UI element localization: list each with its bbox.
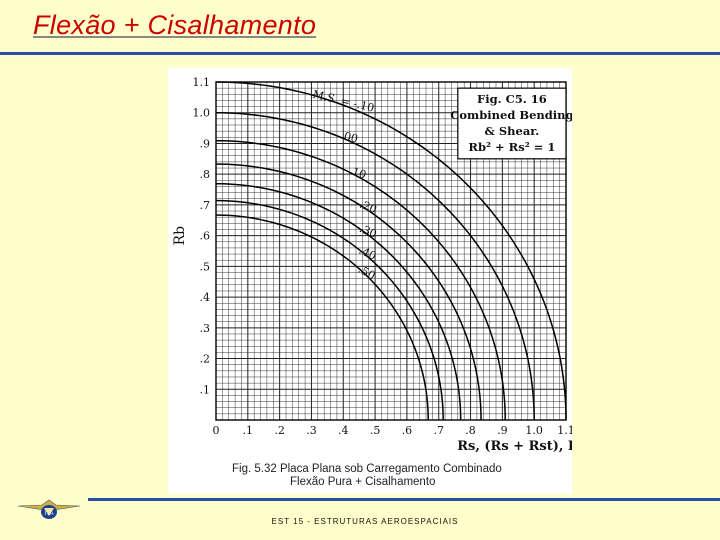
x-tick-label: .5 (370, 424, 381, 437)
y-tick-label: .1 (200, 383, 211, 396)
y-tick-label: .2 (200, 353, 211, 366)
x-tick-label: .1 (243, 424, 254, 437)
series-curve-30 (215, 182, 462, 421)
ita-logo-icon: ITA (16, 496, 82, 531)
figure-caption: Fig. 5.32 Placa Plana sob Carregamento C… (232, 463, 502, 489)
footer-text: EST 15 - ESTRUTURAS AEROESPACIAIS (271, 517, 459, 526)
y-tick-label: .4 (200, 291, 211, 304)
x-tick-label: 0 (213, 424, 220, 437)
caption-line-2: Flexão Pura + Cisalhamento (290, 476, 436, 488)
x-tick-label: .9 (497, 424, 508, 437)
x-tick-label: .7 (433, 424, 444, 437)
info-box-line: Rb² + Rs² = 1 (468, 140, 555, 154)
series-curve-MS10 (215, 81, 567, 421)
y-tick-label: .6 (200, 230, 211, 243)
x-tick-label: .3 (306, 424, 317, 437)
curve-label: .50 (356, 263, 378, 283)
x-tick-label: .4 (338, 424, 349, 437)
info-box (457, 87, 567, 160)
y-tick-label: 1.0 (193, 107, 211, 120)
curve-label: .30 (357, 222, 378, 241)
caption-line-1: Fig. 5.32 Placa Plana sob Carregamento C… (232, 463, 502, 475)
x-tick-label: .6 (402, 424, 413, 437)
svg-text:ITA: ITA (45, 511, 54, 517)
y-axis-label: Rb (172, 226, 188, 246)
info-box-line: & Shear. (484, 124, 539, 138)
y-tick-label: 1.1 (193, 76, 211, 89)
y-tick-label: .3 (200, 322, 211, 335)
series-curve-00 (215, 111, 535, 421)
interaction-chart: 0 .1 .2 .3 .4 .5 .6 .7 .8 .9 1.0 1.1 .1 .2 .3 .4 .5 .6 .7.… (172, 76, 572, 454)
x-tick-label: 1.1 (557, 424, 572, 437)
series-curve-20 (215, 163, 482, 421)
series-curve-40 (215, 199, 444, 421)
footer-rule (88, 498, 720, 501)
title-underline-rule (0, 52, 720, 55)
series-curve-10 (215, 139, 506, 421)
plot-frame (215, 81, 567, 421)
x-tick-label: .2 (274, 424, 285, 437)
curve-label: .10 (347, 164, 368, 182)
info-box-line: Combined Bending (450, 108, 572, 122)
y-tick-label: .5 (200, 260, 211, 273)
x-tick-label: 1.0 (525, 424, 543, 437)
y-tick-label: .9 (200, 137, 211, 150)
curve-label: .20 (358, 198, 379, 216)
x-axis-label: Rs, (Rs + Rst), Rst (457, 439, 572, 454)
y-tick-label: .7 (200, 199, 211, 212)
curves (215, 81, 567, 421)
series-curve-50 (215, 214, 429, 421)
curve-label: .00 (339, 129, 359, 146)
chart-figure: 0 .1 .2 .3 .4 .5 .6 .7 .8 .9 1.0 1.1 .1 .2 .3 .4 .5 .6 .7.… (168, 68, 572, 494)
info-box-line: Fig. C5. 16 (477, 92, 547, 106)
slide-title: Flexão + Cisalhamento (33, 10, 317, 40)
x-tick-label: .8 (465, 424, 476, 437)
y-tick-label: .8 (200, 168, 211, 181)
